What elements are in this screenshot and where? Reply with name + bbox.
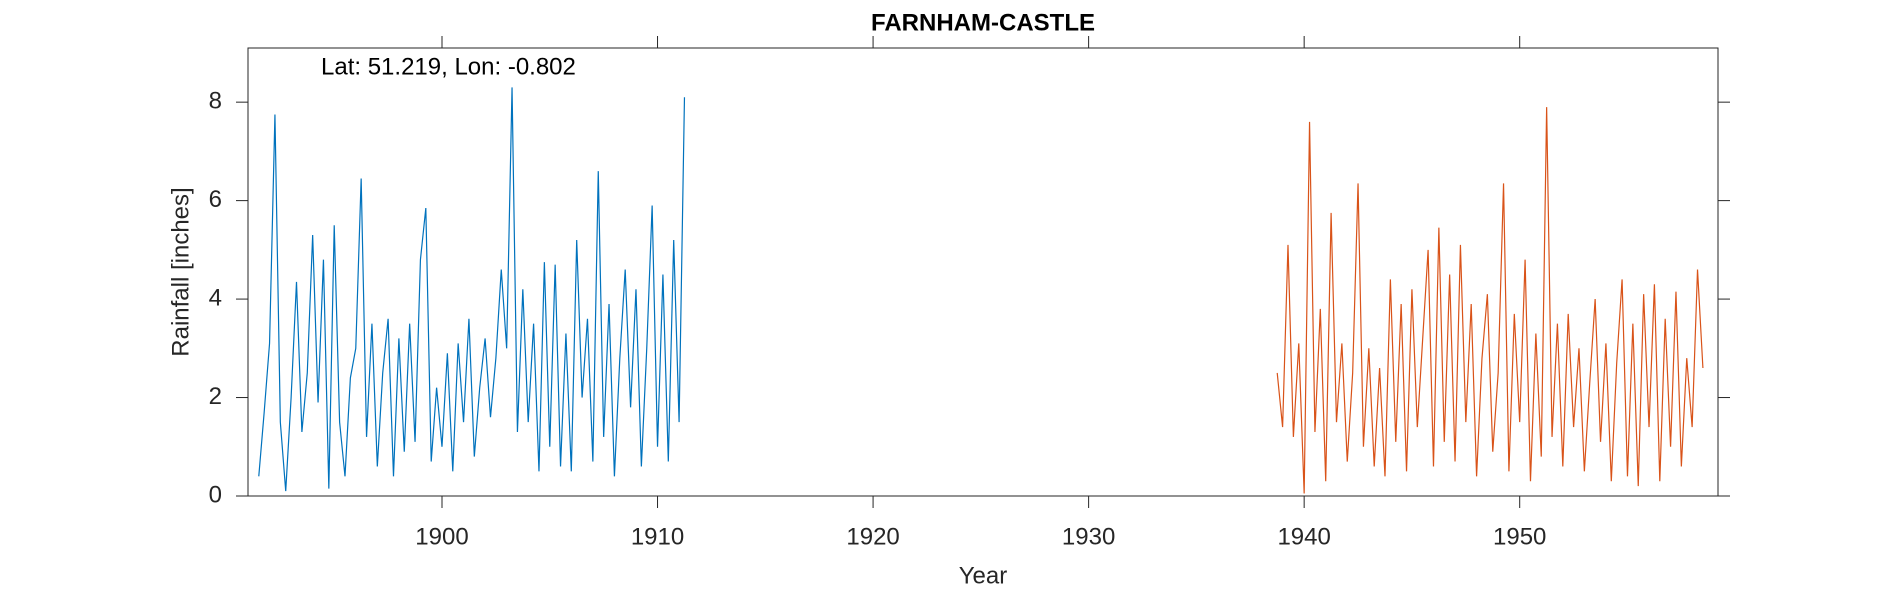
x-tick-label: 1930 — [1062, 523, 1115, 550]
axes-box — [247, 47, 1719, 497]
x-tick-label: 1910 — [631, 523, 684, 550]
y-tick-label: 4 — [209, 284, 222, 311]
x-tick-label: 1920 — [846, 523, 899, 550]
data-line — [1276, 107, 1704, 494]
annotation: Lat: 51.219, Lon: -0.802 — [321, 53, 576, 80]
x-axis-label: Year — [959, 562, 1008, 589]
y-tick-label: 0 — [209, 481, 222, 508]
y-tick-label: 8 — [209, 87, 222, 114]
y-tick-label: 6 — [209, 186, 222, 213]
x-tick-label: 1940 — [1277, 523, 1330, 550]
data-line — [258, 87, 686, 492]
x-tick-label: 1950 — [1493, 523, 1546, 550]
y-axis-label: Rainfall [inches] — [167, 187, 194, 356]
chart-title: FARNHAM-CASTLE — [871, 9, 1095, 36]
x-tick-label: 1900 — [415, 523, 468, 550]
y-tick-label: 2 — [209, 383, 222, 410]
